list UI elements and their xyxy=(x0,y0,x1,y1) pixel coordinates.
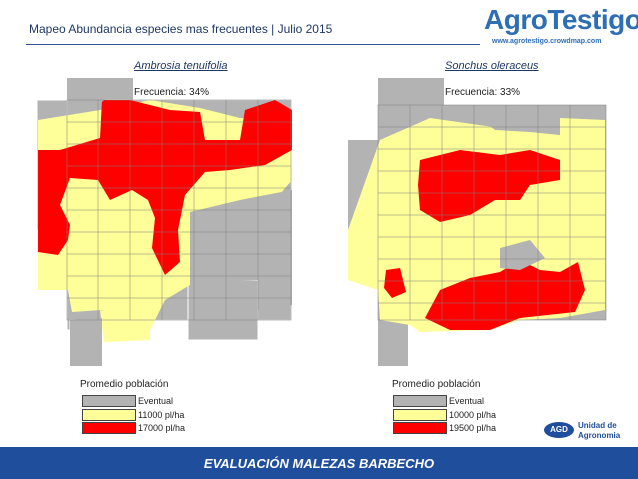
legend-swatch-eventual-1 xyxy=(82,395,136,407)
logo-text: AgroTestigo xyxy=(484,4,638,35)
agd-logo: AGD Unidad de Agronomia xyxy=(544,417,634,443)
page-title: Mapeo Abundancia especies mas frecuentes… xyxy=(29,22,333,36)
legend-swatch-medium-2 xyxy=(393,409,447,421)
legend-label-medium-1: 11000 pl/ha xyxy=(138,410,185,420)
agrotestigo-logo: AgroTestigo www.agrotestigo.crowdmap.com xyxy=(484,4,638,48)
footer-title: EVALUACIÓN MALEZAS BARBECHO xyxy=(203,456,435,471)
agd-line-1: Unidad de xyxy=(578,421,617,430)
frequency-label-1: Frecuencia: 34% xyxy=(134,87,210,98)
legend-label-high-2: 19500 pl/ha xyxy=(449,423,497,433)
map-1-eventual-zone xyxy=(190,190,292,310)
legend-swatch-eventual-2 xyxy=(393,395,447,407)
map-2-grid xyxy=(377,104,607,321)
legend-swatch-medium-1 xyxy=(82,409,136,421)
legend-title-1: Promedio población xyxy=(80,379,169,390)
map-1-eventual-zone-2 xyxy=(67,78,133,106)
frequency-label-2: Frecuencia: 33% xyxy=(445,87,521,98)
agd-line-2: Agronomia xyxy=(578,431,621,440)
species-name-1: Ambrosia tenuifolia xyxy=(134,60,228,72)
legend-title-2: Promedio población xyxy=(392,379,481,390)
map-2-high-zone-3 xyxy=(425,260,585,330)
map-1-high-zone-2 xyxy=(248,118,292,150)
legend-label-eventual-2: Eventual xyxy=(449,396,485,406)
logo-url: www.agrotestigo.crowdmap.com xyxy=(492,38,602,45)
legend-label-high-1: 17000 pl/ha xyxy=(138,423,186,433)
footer-bar: EVALUACIÓN MALEZAS BARBECHO xyxy=(0,447,638,479)
map-1-grid xyxy=(66,99,292,321)
map-2-high-zone xyxy=(418,150,560,222)
species-name-2: Sonchus oleraceus xyxy=(445,60,539,72)
map-1-eventual-zone-3 xyxy=(70,318,102,366)
map-1-medium-zone-2 xyxy=(100,310,150,342)
header-divider xyxy=(26,44,480,45)
legend-swatch-high-2 xyxy=(393,422,447,434)
map-2-eventual-zone-2 xyxy=(500,240,545,270)
legend-label-medium-2: 10000 pl/ha xyxy=(449,410,497,420)
legend-swatch-high-1 xyxy=(82,422,136,434)
map-2-high-zone-2 xyxy=(384,268,406,298)
agd-badge: AGD xyxy=(544,422,574,438)
map-2-eventual-zone xyxy=(470,105,560,135)
legend-label-eventual-1: Eventual xyxy=(138,396,174,406)
